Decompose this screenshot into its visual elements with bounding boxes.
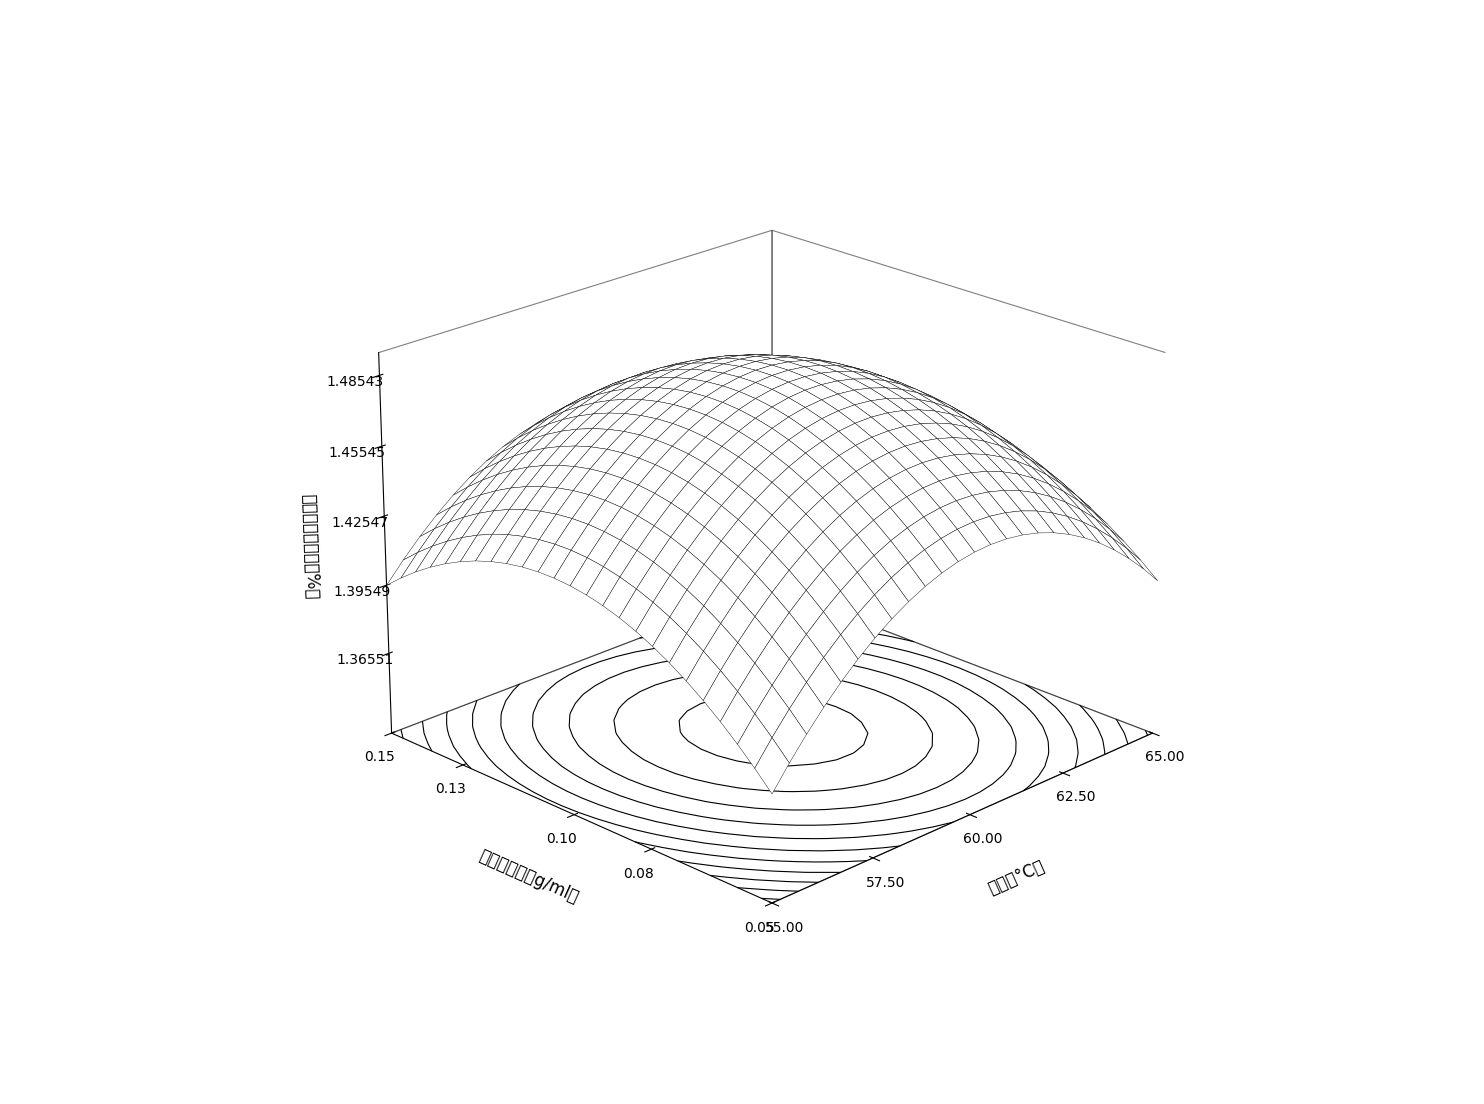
X-axis label: 温度（°C）: 温度（°C） [985,857,1046,898]
Y-axis label: 碱溶液浓度（g/ml）: 碱溶液浓度（g/ml） [476,847,580,907]
